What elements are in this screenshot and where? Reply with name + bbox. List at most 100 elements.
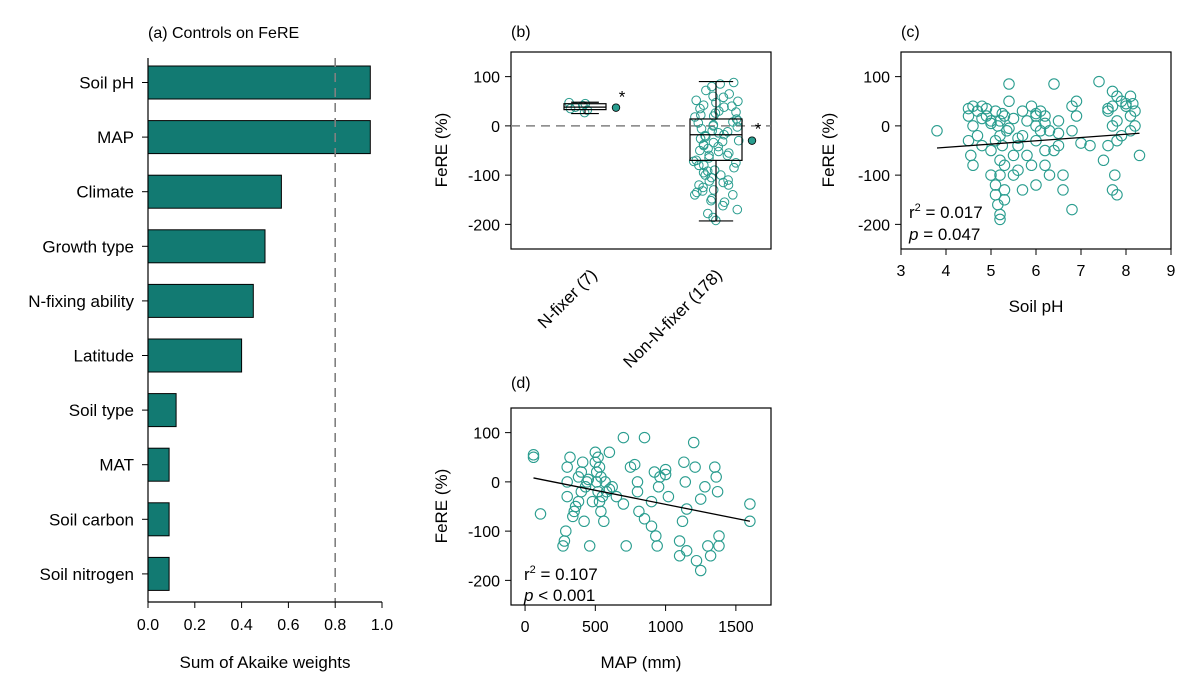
point-5 (560, 525, 572, 537)
y-tick-label-2: -100 (468, 524, 500, 541)
point-42 (1016, 105, 1029, 117)
x-tick-label-0: 0.0 (137, 617, 159, 634)
category-label-7: MAT (99, 456, 134, 475)
group-1-point-76 (704, 176, 715, 186)
group-1-point-2 (707, 81, 717, 92)
panel-c-y-label: FeRE (%) (819, 113, 838, 188)
point-99 (1084, 139, 1096, 152)
x-tick-label-0: 3 (897, 263, 906, 280)
point-87 (1124, 90, 1137, 103)
point-59 (1043, 169, 1056, 181)
point-59 (679, 476, 692, 488)
point-74 (1102, 139, 1114, 152)
panel-d-x-ticks: 0 500 1000 1500 (521, 605, 754, 636)
point-67 (704, 550, 717, 562)
point-32 (998, 194, 1011, 206)
panel-d-fit-line (533, 477, 751, 522)
point-80 (659, 468, 672, 481)
point-18 (581, 476, 593, 488)
y-tick-label-1: 0 (491, 119, 500, 136)
point-64 (694, 564, 707, 577)
panel-a-bar-chart: (a) Controls on FeRE Soil pH MAP Climate Gr… (28, 25, 393, 672)
panel-d-frame (510, 407, 772, 606)
panel-b-boxes: ** (563, 77, 762, 226)
point-56 (1039, 159, 1051, 172)
point-102 (1039, 117, 1051, 130)
point-98 (1052, 127, 1065, 140)
x-tick-label-3: 6 (1032, 263, 1041, 280)
point-76 (582, 473, 595, 486)
point-67 (1066, 125, 1078, 137)
point-0 (527, 451, 540, 464)
group-1-point-71 (722, 127, 733, 137)
group-1-point-44 (718, 177, 729, 188)
point-38 (617, 431, 630, 444)
point-2 (534, 508, 547, 520)
panel-b-title: (b) (511, 24, 531, 41)
point-53 (659, 463, 672, 476)
group-1-point-22 (713, 128, 724, 138)
point-71 (1093, 75, 1105, 88)
point-29 (996, 139, 1009, 152)
bar-3 (147, 229, 266, 264)
panel-d-points (527, 431, 756, 577)
group-1-point-46 (698, 182, 708, 193)
point-45 (638, 431, 651, 444)
category-label-3: Growth type (42, 237, 134, 256)
group-1-star: * (755, 120, 762, 139)
group-1-point-72 (717, 136, 728, 147)
point-63 (690, 554, 703, 567)
point-15 (985, 144, 997, 157)
group-1-point-36 (731, 158, 741, 168)
group-1-point-40 (698, 167, 709, 178)
bar-1 (147, 120, 371, 155)
group-1-point-75 (702, 166, 713, 176)
point-65 (1057, 169, 1069, 181)
point-83 (713, 540, 725, 552)
point-7 (561, 461, 573, 473)
point-37 (610, 490, 623, 503)
point-61 (687, 436, 700, 449)
bar-8 (147, 502, 170, 537)
point-69 (710, 471, 722, 483)
point-62 (1052, 115, 1065, 127)
panel-d-p: p < 0.001 (523, 586, 595, 605)
x-tick-label-3: 0.6 (277, 617, 299, 634)
group-1-point-59 (708, 111, 719, 121)
point-44 (1016, 184, 1029, 196)
point-57 (676, 515, 689, 528)
point-101 (1012, 132, 1024, 144)
panel-d-y-label: FeRE (%) (432, 469, 451, 544)
y-tick-label-3: -200 (468, 217, 500, 234)
point-85 (1115, 129, 1128, 142)
group-1-point-19 (732, 122, 743, 132)
group-1-point-73 (713, 146, 724, 157)
point-6 (967, 120, 979, 132)
point-30 (998, 159, 1011, 172)
panel-c-scatter: (c) 3 4 5 6 7 8 9 100 0 -100 -200 FeRE (%) Soil p… (819, 24, 1176, 316)
point-44 (633, 505, 645, 518)
panel-c-points (931, 75, 1146, 226)
point-2 (962, 110, 975, 122)
point-24 (994, 213, 1006, 226)
point-105 (1120, 97, 1132, 110)
point-39 (1007, 112, 1020, 125)
point-31 (998, 184, 1011, 196)
group-1-point-63 (722, 150, 733, 161)
group-1-point-13 (696, 110, 706, 120)
point-36 (1003, 95, 1015, 108)
y-tick-label-0: 100 (473, 70, 500, 87)
point-3 (557, 540, 569, 552)
panel-b-group-label-0: N-fixer (7) (534, 265, 601, 332)
point-62 (689, 461, 701, 473)
point-66 (702, 540, 714, 552)
point-7 (967, 159, 979, 172)
group-1-point-32 (724, 148, 734, 158)
point-35 (603, 446, 616, 459)
y-tick-label-1: 0 (491, 475, 500, 492)
panel-d-r2-sup: 2 (530, 564, 536, 576)
group-1-point-33 (704, 150, 714, 161)
group-1-point-5 (718, 92, 729, 103)
panel-a-bars (147, 65, 371, 591)
